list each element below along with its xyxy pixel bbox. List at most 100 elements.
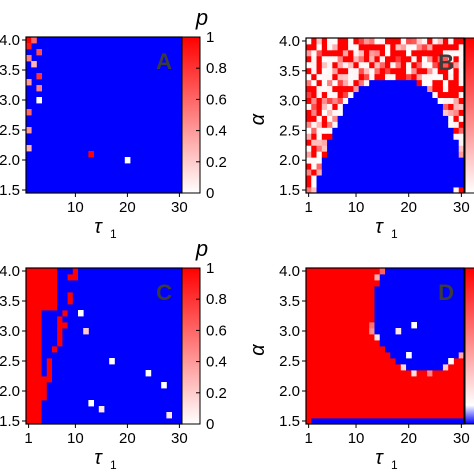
- heatmap-cell: [437, 316, 444, 323]
- heatmap-cell: [140, 412, 146, 419]
- heatmap-cell: [57, 310, 63, 317]
- heatmap-cell: [432, 121, 439, 128]
- heatmap-cell: [385, 406, 391, 413]
- heatmap-cell: [62, 412, 68, 419]
- heatmap-cell: [161, 352, 167, 359]
- heatmap-cell: [104, 103, 110, 110]
- heatmap-cell-highlight: [124, 157, 131, 164]
- heatmap-cell: [374, 304, 381, 311]
- heatmap-cell: [72, 97, 79, 104]
- heatmap-cell: [395, 298, 402, 305]
- heatmap-cell: [119, 310, 126, 317]
- heatmap-cell: [156, 109, 162, 116]
- heatmap-cell: [316, 43, 323, 51]
- heatmap-cell: [36, 175, 42, 182]
- heatmap-cell: [374, 49, 381, 57]
- heatmap-cell: [437, 151, 444, 158]
- heatmap-cell: [448, 328, 454, 335]
- heatmap-cell: [353, 157, 360, 164]
- heatmap-cell: [161, 157, 167, 164]
- heatmap-cell: [161, 109, 167, 116]
- heatmap-cell: [109, 187, 115, 194]
- heatmap-cell: [119, 388, 126, 395]
- heatmap-cell: [311, 286, 317, 293]
- heatmap-cell: [46, 37, 53, 44]
- heatmap-cell: [93, 55, 100, 62]
- heatmap-cell: [453, 91, 460, 99]
- heatmap-cell: [88, 133, 94, 140]
- heatmap-cell: [321, 358, 328, 365]
- heatmap-cell: [395, 364, 402, 371]
- heatmap-cell: [411, 298, 417, 305]
- heatmap-cell: [156, 151, 162, 158]
- heatmap-cell: [83, 73, 89, 80]
- heatmap-cell: [416, 280, 423, 287]
- heatmap-cell: [337, 79, 344, 87]
- heatmap-cell: [390, 352, 396, 359]
- heatmap-cell: [353, 187, 360, 194]
- heatmap-cell: [46, 139, 53, 146]
- heatmap-cell: [130, 85, 136, 92]
- heatmap-cell: [176, 268, 183, 275]
- heatmap-cell: [150, 292, 157, 299]
- heatmap-cell: [332, 340, 338, 347]
- heatmap-cell: [150, 370, 157, 377]
- heatmap-cell: [161, 163, 167, 170]
- heatmap-cell: [358, 400, 365, 407]
- heatmap-cell: [348, 175, 354, 182]
- heatmap-cell: [416, 304, 423, 311]
- heatmap-cell: [442, 280, 449, 287]
- heatmap-cell: [176, 358, 183, 365]
- heatmap-cell: [41, 79, 48, 86]
- heatmap-cell: [406, 298, 412, 305]
- heatmap-cell: [390, 139, 396, 146]
- heatmap-cell: [411, 388, 417, 395]
- heatmap-cell: [130, 394, 136, 401]
- heatmap-cell: [306, 298, 312, 305]
- heatmap-cell: [337, 163, 344, 170]
- heatmap-cell: [83, 316, 89, 323]
- heatmap-cell: [176, 412, 183, 419]
- heatmap-cell: [161, 103, 167, 110]
- heatmap-cell: [135, 139, 141, 146]
- heatmap-cell: [406, 67, 412, 75]
- heatmap-cell: [93, 418, 100, 425]
- heatmap-cell: [448, 280, 454, 287]
- heatmap-cell: [374, 67, 381, 75]
- y-axis-label: α: [247, 113, 269, 125]
- heatmap-cell: [114, 292, 120, 299]
- heatmap-cell: [109, 145, 115, 152]
- heatmap-cell: [342, 181, 349, 188]
- heatmap-cell: [437, 103, 444, 110]
- heatmap-cell: [453, 85, 460, 93]
- heatmap-cell: [406, 286, 412, 293]
- heatmap-cell: [26, 388, 32, 395]
- heatmap-cell: [156, 394, 162, 401]
- heatmap-cell: [427, 121, 433, 128]
- heatmap-cell: [374, 145, 381, 152]
- heatmap-cell: [62, 37, 68, 44]
- heatmap-cell: [374, 268, 381, 275]
- heatmap-cell: [400, 181, 407, 188]
- heatmap-cell: [72, 55, 79, 62]
- heatmap-cell: [124, 67, 131, 74]
- heatmap-cell: [337, 97, 344, 104]
- heatmap-cell: [72, 394, 79, 401]
- heatmap-cell: [46, 280, 53, 287]
- heatmap-cell: [332, 418, 338, 425]
- heatmap-cell: [98, 169, 105, 176]
- heatmap-cell: [104, 352, 110, 359]
- heatmap-cell: [385, 382, 391, 389]
- heatmap-cell: [332, 358, 338, 365]
- heatmap-cell: [31, 139, 37, 146]
- heatmap-cell: [150, 268, 157, 275]
- heatmap-cell: [171, 364, 178, 371]
- heatmap-cell: [161, 412, 167, 419]
- heatmap-cell: [135, 67, 141, 74]
- heatmap-cell: [130, 139, 136, 146]
- heatmap-cell: [109, 151, 115, 158]
- heatmap-cell: [400, 304, 407, 311]
- heatmap-cell: [161, 316, 167, 323]
- heatmap-cell: [119, 157, 126, 164]
- heatmap-cell: [135, 334, 141, 341]
